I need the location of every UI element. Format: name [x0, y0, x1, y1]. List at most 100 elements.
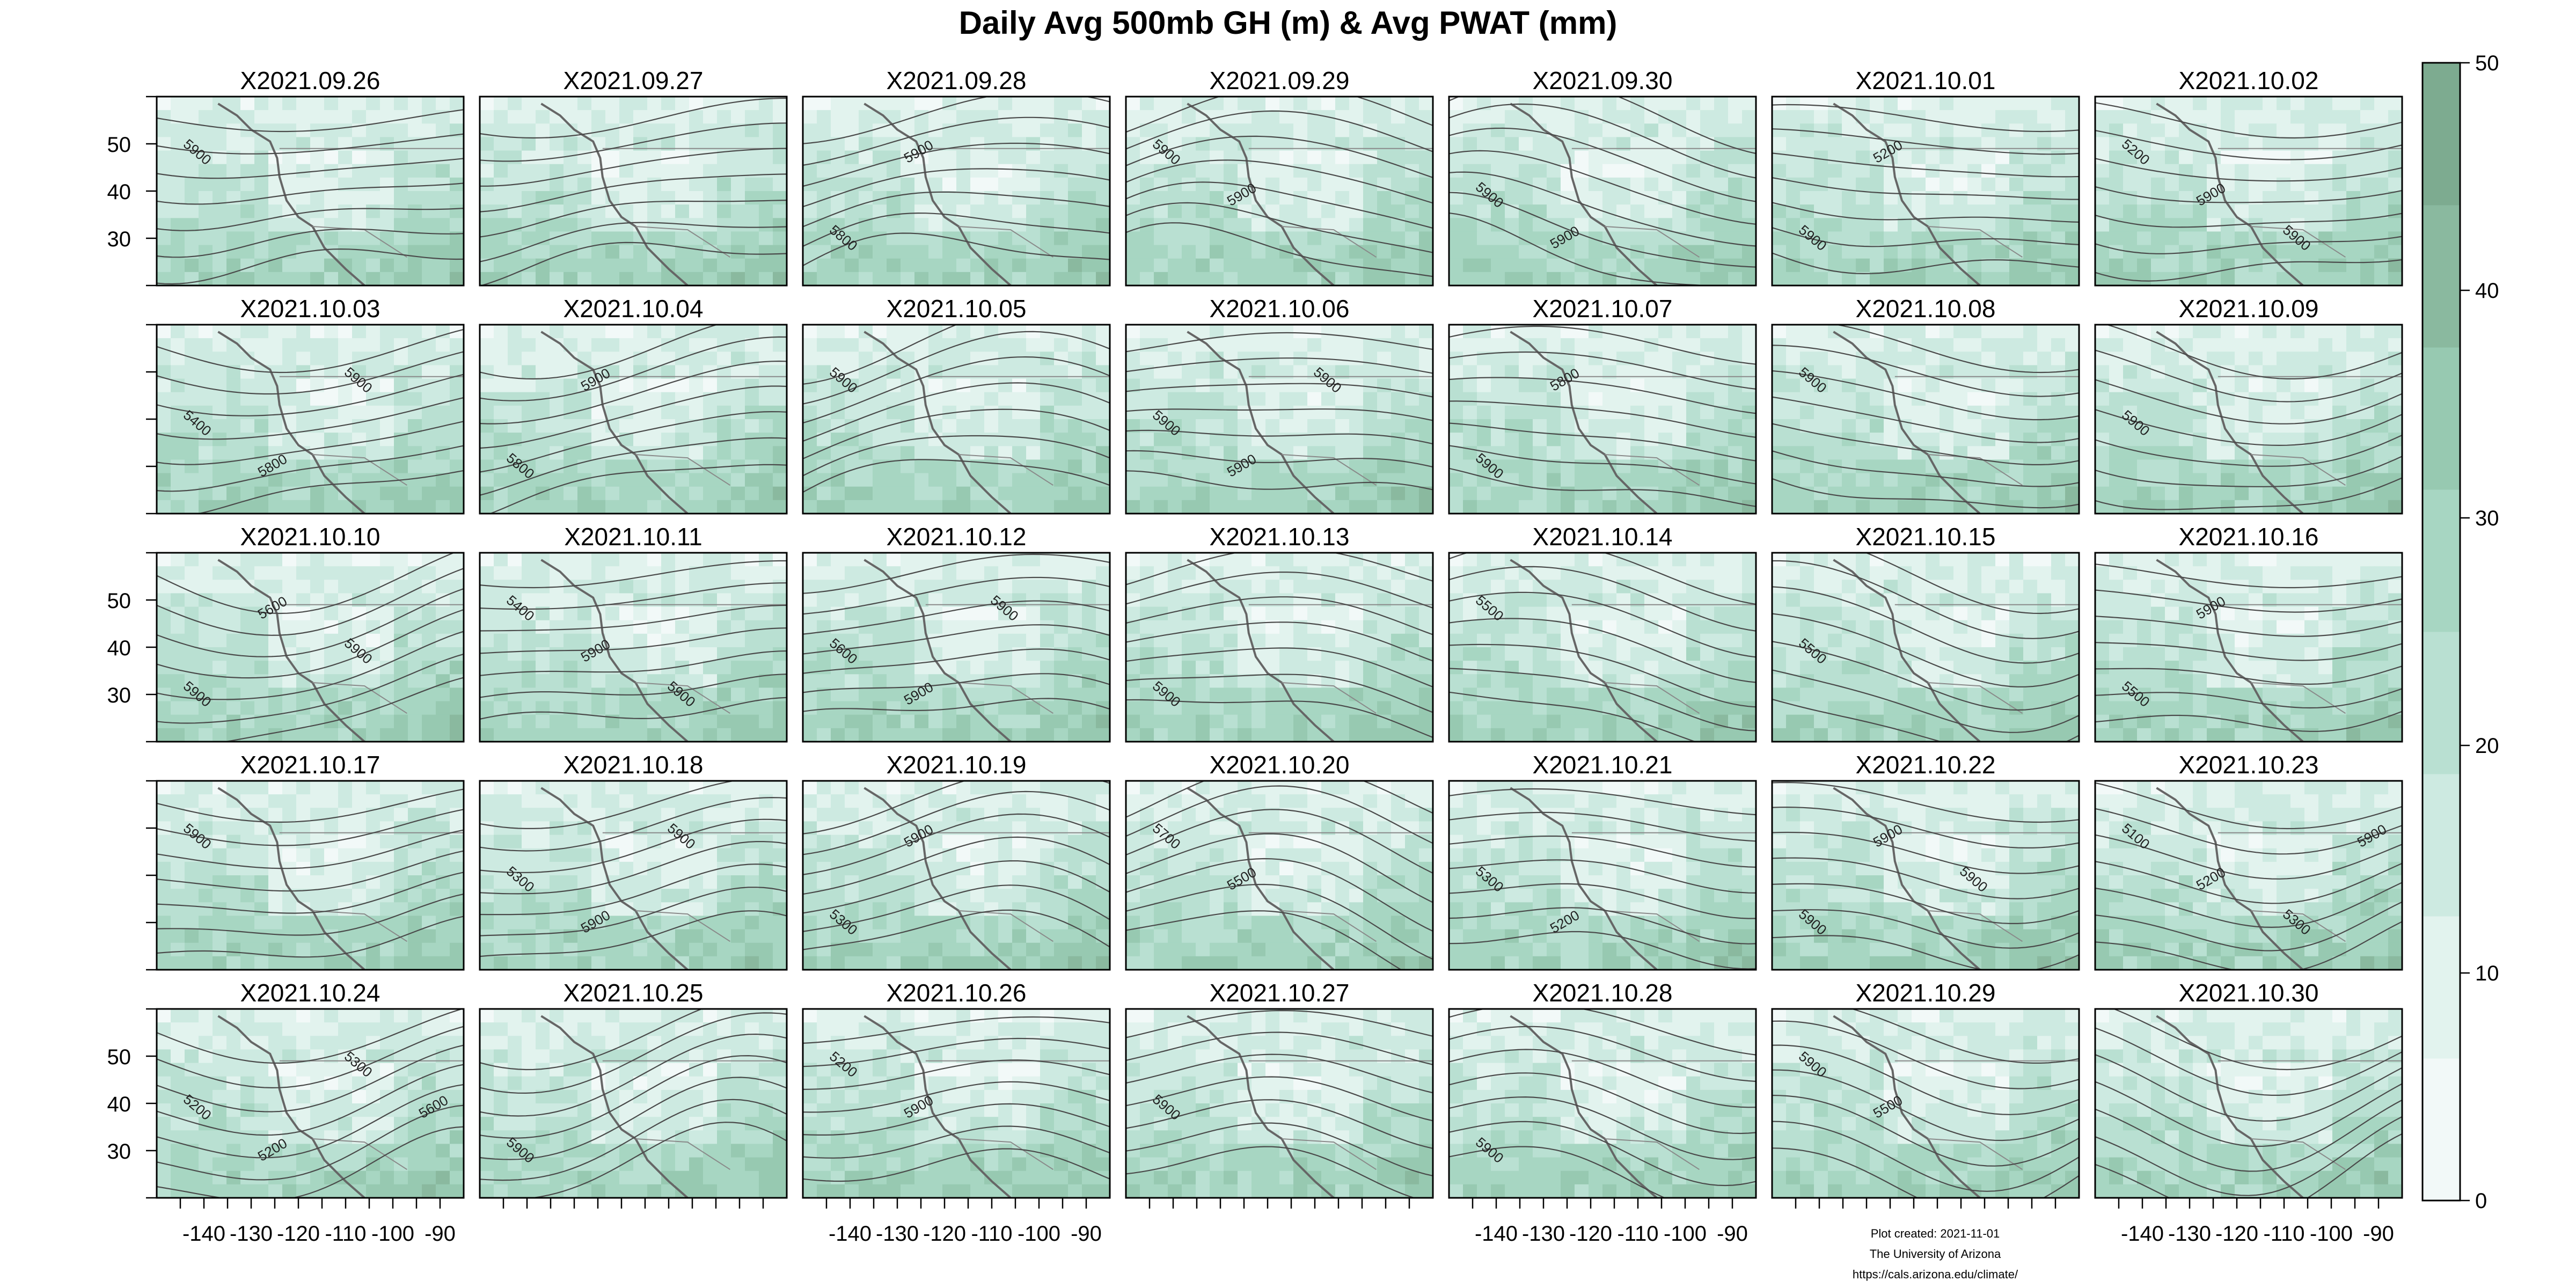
pwat-cell: [564, 378, 578, 393]
pwat-cell: [1967, 352, 1982, 366]
pwat-cell: [873, 258, 887, 273]
pwat-cell: [2277, 392, 2291, 406]
pwat-cell: [1477, 110, 1491, 124]
pwat-cell: [1672, 97, 1687, 111]
pwat-cell: [2023, 97, 2038, 111]
pwat-cell: [508, 486, 522, 501]
pwat-cell: [1363, 272, 1378, 286]
pwat-cell: [2137, 392, 2151, 406]
pwat-cell: [380, 272, 394, 286]
pwat-cell: [845, 245, 859, 259]
pwat-cell: [831, 272, 845, 286]
pwat-cell: [1449, 164, 1463, 178]
pwat-cell: [2009, 231, 2024, 246]
pwat-cell: [745, 580, 759, 594]
pwat-cell: [1686, 433, 1701, 447]
pwat-cell: [1210, 405, 1224, 420]
pwat-cell: [2109, 392, 2124, 406]
pwat-cell: [675, 352, 690, 366]
pwat-cell: [310, 728, 325, 742]
pwat-cell: [1575, 150, 1589, 165]
pwat-cell: [2095, 325, 2110, 339]
pwat-cell: [2037, 500, 2052, 514]
pwat-cell: [803, 97, 817, 111]
pwat-cell: [1196, 473, 1210, 487]
pwat-cell: [745, 123, 759, 138]
pwat-cell: [1926, 204, 1940, 218]
pwat-cell: [984, 405, 999, 420]
pwat-cell: [254, 245, 269, 259]
pwat-cell: [2249, 177, 2263, 192]
pwat-cell: [1940, 325, 1954, 339]
pwat-cell: [2037, 258, 2052, 273]
pwat-cell: [2263, 177, 2277, 192]
pwat-cell: [171, 392, 185, 406]
pwat-cell: [1335, 177, 1350, 192]
pwat-cell: [2277, 177, 2291, 192]
pwat-cell: [380, 258, 394, 273]
pwat-cell: [380, 728, 394, 742]
pwat-cell: [310, 272, 325, 286]
pwat-cell: [199, 728, 213, 742]
pwat-cell: [1391, 419, 1406, 433]
pwat-cell: [2332, 164, 2347, 178]
pwat-cell: [745, 245, 759, 259]
pwat-cell: [1658, 325, 1673, 339]
pwat-cell: [366, 405, 380, 420]
pwat-cell: [1168, 392, 1182, 406]
pwat-cell: [394, 218, 408, 232]
pwat-cell: [508, 272, 522, 286]
pwat-cell: [633, 325, 648, 339]
pwat-cell: [2290, 392, 2305, 406]
pwat-cell: [1224, 405, 1238, 420]
panel-frame: [1448, 96, 1757, 287]
pwat-cell: [1658, 486, 1673, 501]
pwat-cell: [1307, 392, 1322, 406]
pwat-cell: [859, 245, 873, 259]
pwat-cell: [2332, 191, 2347, 205]
pwat-cell: [873, 164, 887, 178]
pwat-cell: [956, 433, 971, 447]
pwat-cell: [1363, 500, 1378, 514]
pwat-cell: [689, 553, 704, 567]
pwat-cell: [1477, 231, 1491, 246]
pwat-cell: [2137, 419, 2151, 433]
pwat-cell: [1377, 378, 1392, 393]
pwat-cell: [338, 674, 353, 689]
pwat-cell: [2179, 392, 2193, 406]
pwat-cell: [1786, 110, 1801, 124]
pwat-cell: [324, 123, 339, 138]
pwat-cell: [2318, 231, 2333, 246]
pwat-cell: [873, 473, 887, 487]
pwat-cell: [1096, 231, 1110, 246]
pwat-cell: [2304, 500, 2319, 514]
pwat-cell: [633, 97, 648, 111]
pwat-cell: [1884, 231, 1898, 246]
pwat-cell: [185, 714, 199, 729]
gh-contour: [2095, 434, 2402, 467]
pwat-cell: [1742, 204, 1756, 218]
pwat-cell: [689, 473, 704, 487]
pwat-cell: [408, 419, 422, 433]
pwat-cell: [1575, 500, 1589, 514]
pwat-cell: [1967, 204, 1982, 218]
pwat-cell: [1391, 258, 1406, 273]
coastline: [540, 103, 689, 286]
pwat-cell: [1321, 392, 1336, 406]
pwat-cell: [199, 378, 213, 393]
pwat-cell: [338, 150, 353, 165]
pwat-cell: [564, 204, 578, 218]
pwat-cell: [1912, 352, 1926, 366]
pwat-cell: [2137, 378, 2151, 393]
pwat-cell: [1224, 150, 1238, 165]
pwat-cell: [731, 325, 745, 339]
pwat-cell: [773, 338, 787, 352]
pwat-cell: [213, 392, 227, 406]
pwat-cell: [1196, 459, 1210, 474]
pwat-cell: [2065, 150, 2079, 165]
gh-contour: [1126, 408, 1433, 421]
pwat-cell: [268, 553, 283, 567]
pwat-cell: [226, 405, 241, 420]
pwat-cell: [480, 593, 494, 608]
pwat-cell: [1953, 258, 1968, 273]
